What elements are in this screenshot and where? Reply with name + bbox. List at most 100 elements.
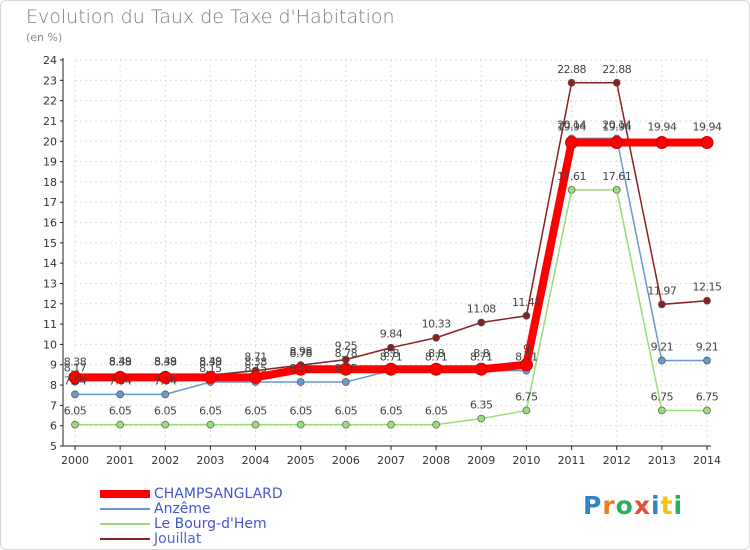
data-point bbox=[71, 420, 79, 429]
data-label: 12.15 bbox=[693, 281, 722, 294]
data-point bbox=[339, 362, 353, 376]
data-point bbox=[477, 318, 486, 327]
data-label: 8.8 bbox=[473, 347, 489, 360]
y-tick-label: 19 bbox=[43, 156, 57, 169]
data-point bbox=[658, 406, 666, 415]
data-label: 6.05 bbox=[244, 405, 267, 418]
data-label: 8.38 bbox=[199, 355, 222, 368]
data-point bbox=[161, 420, 170, 429]
legend: CHAMPSANGLARD Anzême Le Bourg-d'Hem Jouilla… bbox=[100, 486, 283, 546]
data-label: 8.71 bbox=[244, 351, 267, 364]
legend-label: Jouillat bbox=[154, 530, 202, 547]
legend-swatch bbox=[100, 522, 150, 525]
data-label: 8.71 bbox=[380, 351, 403, 364]
data-label: 9.21 bbox=[696, 340, 719, 353]
data-label: 8.38 bbox=[244, 355, 267, 368]
data-label: 6.05 bbox=[109, 405, 132, 418]
x-tick-label: 2014 bbox=[693, 454, 721, 467]
data-point bbox=[71, 390, 79, 399]
data-point bbox=[432, 420, 440, 429]
data-label: 6.75 bbox=[515, 390, 538, 403]
data-label: 10.33 bbox=[422, 318, 451, 331]
data-point bbox=[113, 370, 127, 384]
x-tick-label: 2000 bbox=[61, 454, 89, 467]
data-label: 20.14 bbox=[557, 118, 586, 131]
data-point bbox=[161, 390, 170, 399]
data-label: 8.49 bbox=[109, 355, 132, 368]
data-point bbox=[519, 358, 533, 372]
x-tick-label: 2004 bbox=[242, 454, 270, 467]
data-label: 19.94 bbox=[602, 120, 631, 133]
legend-item: CHAMPSANGLARD bbox=[100, 486, 283, 501]
data-label: 8.71 bbox=[425, 351, 448, 364]
data-label: 6.05 bbox=[335, 405, 358, 418]
data-label: 8.71 bbox=[515, 351, 538, 364]
proxiti-logo: Proxiti bbox=[583, 491, 684, 520]
legend-swatch bbox=[100, 537, 150, 540]
legend-item: Le Bourg-d'Hem bbox=[100, 516, 283, 531]
data-label: 6.05 bbox=[380, 405, 403, 418]
data-label: 8.38 bbox=[109, 355, 132, 368]
data-point bbox=[655, 135, 669, 149]
legend-swatch bbox=[100, 507, 150, 510]
legend-label: Le Bourg-d'Hem bbox=[154, 515, 267, 532]
data-label: 6.05 bbox=[199, 405, 222, 418]
y-tick-label: 5 bbox=[50, 440, 57, 453]
data-point bbox=[432, 333, 440, 342]
data-point bbox=[700, 135, 714, 149]
data-label: 7.54 bbox=[64, 374, 87, 387]
x-tick-label: 2007 bbox=[377, 454, 405, 467]
x-tick-label: 2010 bbox=[512, 454, 540, 467]
y-tick-label: 20 bbox=[43, 135, 57, 148]
data-point bbox=[703, 406, 711, 415]
legend-label: Anzême bbox=[154, 500, 211, 517]
data-label: 19.94 bbox=[647, 120, 676, 133]
legend-label: CHAMPSANGLARD bbox=[154, 485, 283, 502]
data-label: 17.61 bbox=[602, 170, 631, 183]
y-tick-label: 23 bbox=[43, 74, 57, 87]
data-label: 6.05 bbox=[154, 405, 177, 418]
data-label: 22.88 bbox=[557, 63, 586, 76]
x-tick-label: 2005 bbox=[287, 454, 315, 467]
y-tick-label: 18 bbox=[43, 176, 57, 189]
data-label: 22.88 bbox=[602, 63, 631, 76]
data-label: 8.15 bbox=[199, 362, 222, 375]
x-tick-label: 2011 bbox=[558, 454, 586, 467]
data-label: 8.78 bbox=[335, 347, 358, 360]
y-tick-label: 13 bbox=[43, 277, 57, 290]
data-point bbox=[387, 420, 395, 429]
data-point bbox=[68, 370, 82, 384]
data-point bbox=[429, 362, 443, 376]
x-tick-label: 2008 bbox=[422, 454, 450, 467]
y-tick-label: 24 bbox=[43, 54, 57, 67]
data-label: 8.15 bbox=[244, 362, 267, 375]
data-label: 6.75 bbox=[651, 390, 674, 403]
x-tick-label: 2002 bbox=[151, 454, 179, 467]
data-label: 9.25 bbox=[335, 340, 358, 353]
data-label: 11.41 bbox=[512, 296, 541, 309]
data-point bbox=[116, 420, 124, 429]
y-tick-label: 12 bbox=[43, 298, 57, 311]
data-label: 20.14 bbox=[602, 118, 631, 131]
data-point bbox=[567, 185, 576, 194]
data-point bbox=[249, 370, 263, 384]
data-point bbox=[203, 370, 217, 384]
data-point bbox=[612, 185, 621, 194]
data-label: 8.71 bbox=[470, 351, 493, 364]
y-tick-label: 8 bbox=[50, 379, 57, 392]
data-label: 9.21 bbox=[651, 340, 674, 353]
data-point bbox=[567, 78, 576, 87]
data-point bbox=[116, 390, 124, 399]
data-point bbox=[658, 356, 666, 365]
data-point bbox=[296, 378, 305, 386]
data-label: 9.84 bbox=[380, 328, 403, 341]
data-label: 8.17 bbox=[64, 362, 87, 375]
data-point bbox=[474, 362, 488, 376]
data-point bbox=[703, 356, 711, 365]
y-tick-label: 11 bbox=[43, 318, 57, 331]
data-label: 8.15 bbox=[335, 362, 358, 375]
y-tick-label: 17 bbox=[43, 196, 57, 209]
data-label: 6.05 bbox=[289, 405, 312, 418]
x-tick-label: 2003 bbox=[196, 454, 224, 467]
